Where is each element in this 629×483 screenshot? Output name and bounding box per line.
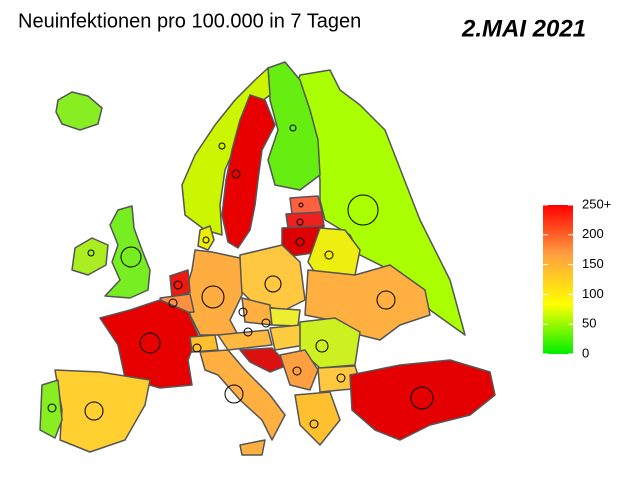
region: [269, 307, 301, 327]
region: [294, 391, 341, 446]
marker: [238, 307, 248, 317]
marker: [309, 419, 319, 429]
region: [239, 347, 289, 373]
tick-label: 50: [582, 316, 596, 331]
marker: [84, 401, 104, 421]
region: [71, 237, 109, 276]
marker: [261, 318, 271, 328]
marker: [376, 290, 396, 310]
marker: [173, 280, 183, 290]
tick-label: 100: [582, 286, 604, 301]
marker: [47, 403, 57, 413]
title: Neuinfektionen pro 100.000 in 7 Tagen: [18, 10, 361, 32]
marker: [192, 343, 202, 353]
region: [289, 195, 323, 215]
region: [279, 349, 319, 391]
marker: [120, 246, 142, 268]
region: [169, 269, 191, 299]
region: [197, 225, 215, 251]
marker: [289, 124, 297, 132]
tick-label: 0: [582, 345, 589, 360]
region: [217, 329, 273, 351]
region: [189, 334, 219, 353]
marker: [168, 298, 178, 308]
marker: [298, 202, 304, 208]
marker: [347, 194, 379, 226]
marker: [295, 237, 305, 247]
tick-label: 150: [582, 256, 604, 271]
region: [239, 439, 266, 456]
colorbar: [543, 205, 573, 354]
tick-label: 200: [582, 226, 604, 241]
marker: [218, 142, 226, 150]
date: 2.MAI 2021: [461, 15, 586, 42]
marker: [202, 236, 210, 244]
marker: [264, 275, 282, 293]
marker: [315, 339, 329, 353]
region: [349, 359, 496, 441]
countries: [39, 61, 496, 456]
region: [221, 94, 276, 249]
region: [299, 317, 361, 369]
region: [267, 61, 321, 191]
region: [55, 91, 103, 131]
marker: [231, 169, 241, 179]
marker: [87, 249, 95, 257]
region: [104, 205, 151, 299]
marker: [410, 386, 434, 410]
markers: [47, 124, 434, 429]
tick-label: 250+: [582, 196, 611, 211]
marker: [324, 250, 334, 260]
marker: [139, 332, 161, 354]
marker: [296, 218, 304, 226]
marker: [243, 327, 253, 337]
region: [99, 299, 199, 389]
region: [185, 249, 243, 336]
marker: [292, 366, 302, 376]
region: [39, 379, 63, 439]
marker: [336, 373, 346, 383]
marker: [201, 285, 225, 309]
marker: [224, 384, 244, 404]
